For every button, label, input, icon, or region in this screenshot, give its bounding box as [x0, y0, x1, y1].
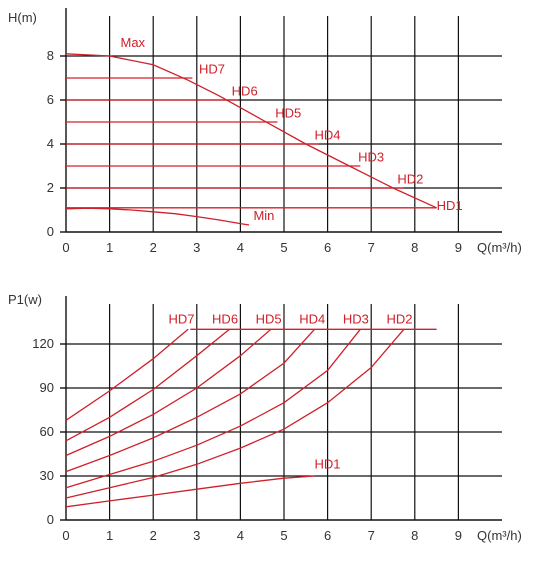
chart2-ytick-label-120: 120 [32, 336, 54, 351]
chart1-series-max [65, 53, 437, 209]
chart2-xtick-label-5: 5 [280, 528, 287, 543]
chart1-ytick-label-6: 6 [47, 92, 54, 107]
chart1-ytick-label-2: 2 [47, 180, 54, 195]
chart1-series-min [65, 207, 250, 226]
chart1-x-axis-title: Q(m³/h) [477, 240, 522, 255]
chart1-ytick-label-0: 0 [47, 224, 54, 239]
chart2-ytick-label-30: 30 [40, 468, 54, 483]
chart2-y-axis-title: P1(w) [8, 292, 42, 307]
chart1-label-min: Min [253, 208, 274, 223]
chart1-xtick-label-3: 3 [193, 240, 200, 255]
chart1-ytick-label-4: 4 [47, 136, 54, 151]
chart2-series-hd3 [65, 328, 361, 489]
chart2-series-hd4 [65, 328, 315, 473]
chart1-label-hd2: HD2 [397, 172, 423, 187]
chart2-label-hd7: HD7 [168, 311, 194, 326]
chart2-ytick-label-90: 90 [40, 380, 54, 395]
chart2-x-axis-title: Q(m³/h) [477, 528, 522, 543]
chart2-xtick-label-2: 2 [150, 528, 157, 543]
chart2-xtick-label-3: 3 [193, 528, 200, 543]
chart1-xtick-label-7: 7 [368, 240, 375, 255]
chart2-xtick-label-1: 1 [106, 528, 113, 543]
chart2-label-hd4: HD4 [299, 311, 325, 326]
chart2-xtick-label-7: 7 [368, 528, 375, 543]
chart2-series-hd5 [65, 328, 272, 457]
chart2-ytick-label-60: 60 [40, 424, 54, 439]
chart1-label-hd3: HD3 [358, 150, 384, 165]
chart1-label-hd4: HD4 [315, 128, 341, 143]
chart2-series-hd6 [65, 328, 230, 442]
chart1-label-hd1: HD1 [437, 198, 463, 213]
chart2-series-hd2 [65, 328, 405, 499]
chart2-xtick-label-9: 9 [455, 528, 462, 543]
chart2-label-hd1: HD1 [315, 457, 341, 472]
chart1-xtick-label-0: 0 [62, 240, 69, 255]
chart1-xtick-label-6: 6 [324, 240, 331, 255]
chart1-xtick-label-2: 2 [150, 240, 157, 255]
chart2-ytick-label-0: 0 [47, 512, 54, 527]
chart2-xtick-label-0: 0 [62, 528, 69, 543]
chart2-label-hd5: HD5 [256, 311, 282, 326]
chart2-xtick-label-6: 6 [324, 528, 331, 543]
chart2-xtick-label-4: 4 [237, 528, 244, 543]
chart1-y-axis-title: H(m) [8, 10, 37, 25]
chart2-label-hd3: HD3 [343, 311, 369, 326]
chart2-label-hd6: HD6 [212, 311, 238, 326]
chart1-xtick-label-9: 9 [455, 240, 462, 255]
chart1-label-hd5: HD5 [275, 106, 301, 121]
chart2-series-hd7 [65, 328, 189, 421]
chart1-label-hd7: HD7 [199, 62, 225, 77]
chart2-label-hd2: HD2 [386, 311, 412, 326]
chart1-ytick-label-8: 8 [47, 48, 54, 63]
chart2-xtick-label-8: 8 [411, 528, 418, 543]
chart1-xtick-label-4: 4 [237, 240, 244, 255]
chart1-xtick-label-5: 5 [280, 240, 287, 255]
chart2-series-hd1 [65, 475, 315, 508]
chart1-xtick-label-8: 8 [411, 240, 418, 255]
chart1-label-hd6: HD6 [232, 84, 258, 99]
chart1-label-max: Max [121, 35, 146, 50]
chart1-xtick-label-1: 1 [106, 240, 113, 255]
